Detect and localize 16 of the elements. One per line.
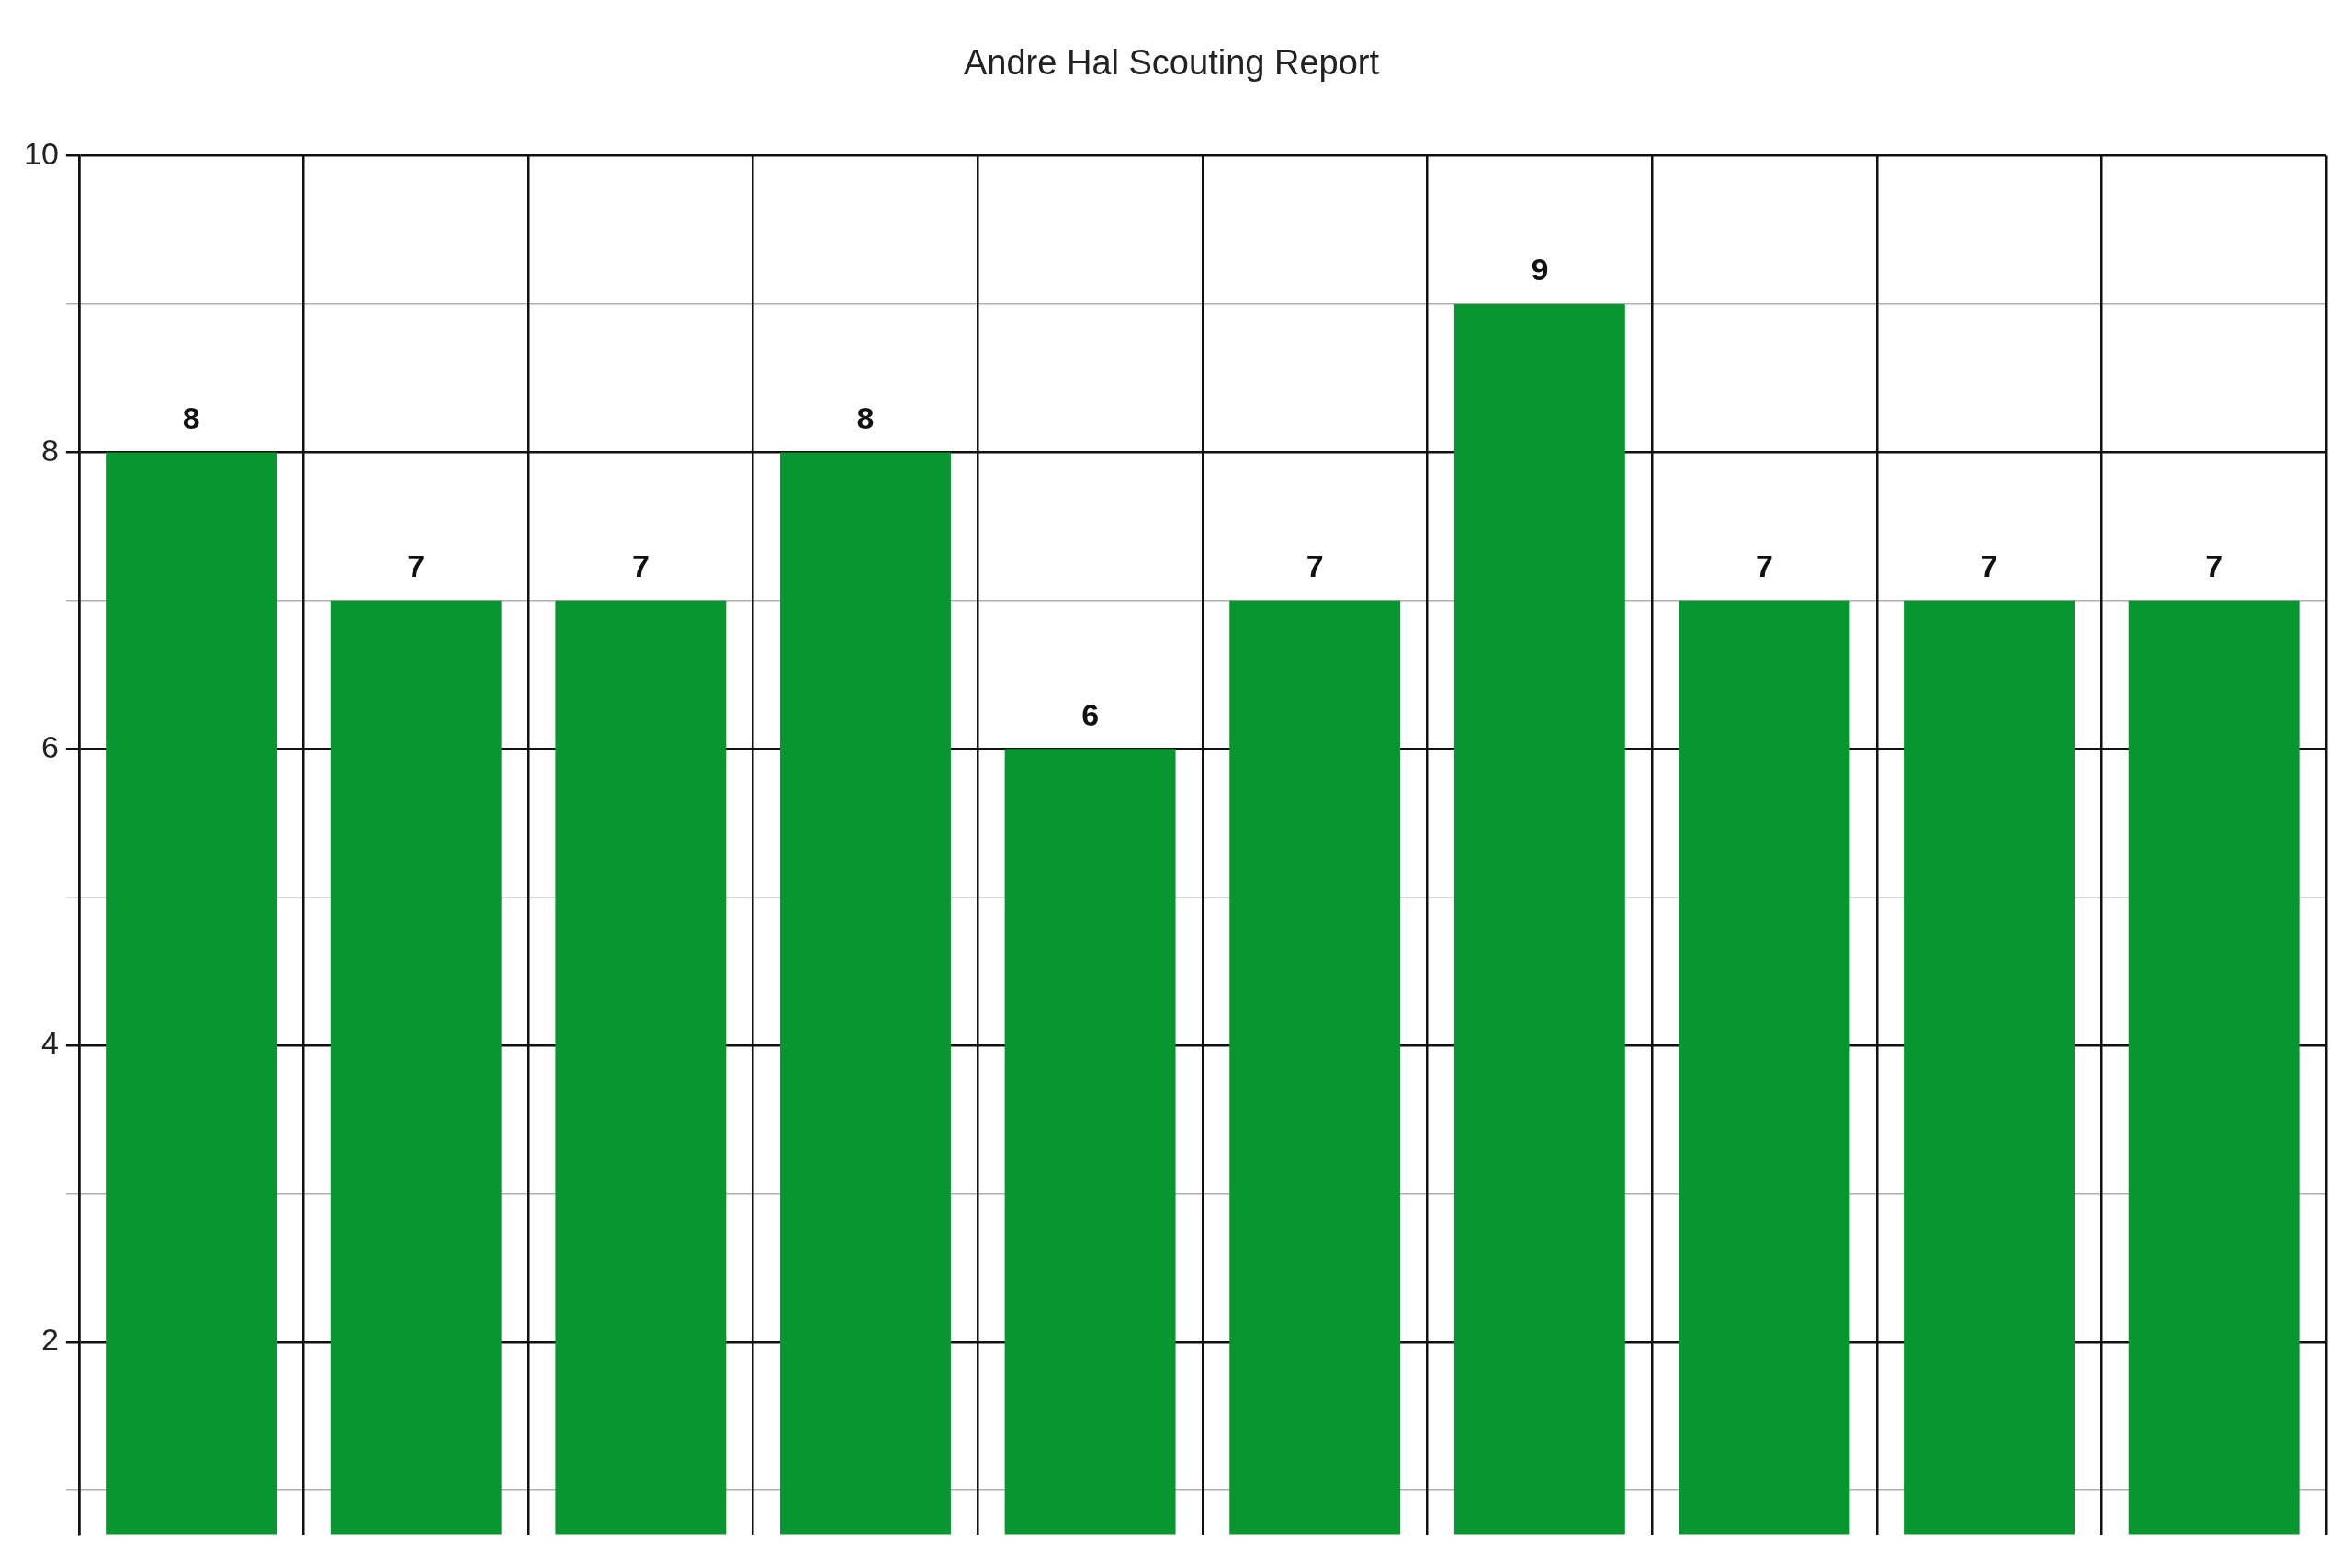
- data-label: 7: [407, 548, 425, 584]
- data-label: 7: [1980, 548, 1998, 584]
- data-label: 7: [1306, 548, 1324, 584]
- data-label: 8: [182, 400, 200, 435]
- data-label: 7: [1755, 548, 1773, 584]
- y-tick-label: 8: [40, 432, 59, 468]
- chart-title: Andre Hal Scouting Report: [963, 43, 1380, 83]
- data-label: 7: [631, 548, 650, 584]
- y-tick-label: 10: [23, 135, 59, 171]
- data-label: 7: [2205, 548, 2223, 584]
- y-tick-label: 6: [40, 728, 59, 764]
- data-label: 8: [856, 400, 875, 435]
- data-label: 9: [1531, 252, 1549, 288]
- y-tick-label: 2: [40, 1322, 59, 1358]
- data-label: 6: [1081, 696, 1100, 732]
- y-tick-label: 4: [40, 1025, 59, 1061]
